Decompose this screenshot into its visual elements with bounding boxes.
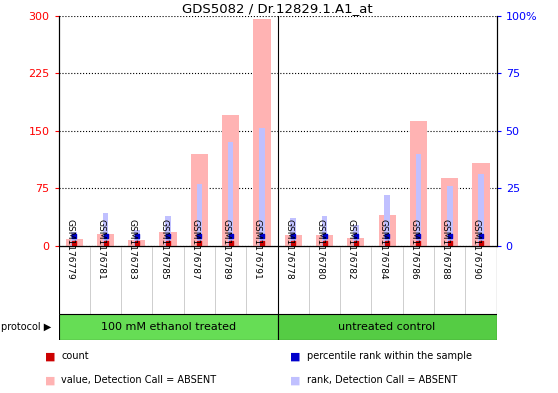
Text: GSM1176786: GSM1176786 [410, 219, 418, 279]
Bar [222, 116, 239, 246]
Point [477, 240, 485, 246]
Bar [259, 129, 265, 246]
Point [477, 233, 485, 240]
Bar [347, 238, 364, 246]
Bar [196, 184, 202, 246]
Point [383, 240, 392, 246]
Text: rank, Detection Call = ABSENT: rank, Detection Call = ABSENT [307, 375, 457, 385]
Point [195, 240, 204, 246]
Text: ■: ■ [290, 375, 301, 385]
Bar [71, 232, 77, 246]
Text: ■: ■ [290, 351, 301, 361]
Point [163, 233, 172, 240]
Text: protocol ▶: protocol ▶ [1, 322, 51, 332]
Bar [410, 121, 427, 246]
Bar [416, 154, 421, 246]
Text: untreated control: untreated control [339, 322, 436, 332]
Bar [160, 232, 177, 246]
Text: GSM1176779: GSM1176779 [65, 219, 74, 279]
Point [320, 240, 329, 246]
Point [132, 233, 141, 240]
Text: value, Detection Call = ABSENT: value, Detection Call = ABSENT [61, 375, 217, 385]
Bar [290, 218, 296, 246]
Point [132, 240, 141, 246]
Bar [322, 216, 328, 246]
Bar [103, 213, 108, 246]
Point [163, 240, 172, 246]
Point [383, 233, 392, 240]
Bar [228, 142, 233, 246]
Title: GDS5082 / Dr.12829.1.A1_at: GDS5082 / Dr.12829.1.A1_at [182, 2, 373, 15]
Text: count: count [61, 351, 89, 361]
Bar [191, 154, 208, 246]
Point [70, 233, 79, 240]
Text: GSM1176778: GSM1176778 [284, 219, 294, 279]
Text: GSM1176787: GSM1176787 [190, 219, 199, 279]
Bar [473, 163, 489, 246]
Point [352, 240, 360, 246]
Bar [378, 215, 396, 246]
Text: GSM1176790: GSM1176790 [472, 219, 481, 279]
Point [289, 233, 298, 240]
Bar [441, 178, 458, 246]
Text: percentile rank within the sample: percentile rank within the sample [307, 351, 472, 361]
Point [257, 233, 266, 240]
Text: ■: ■ [45, 375, 55, 385]
Bar [447, 186, 453, 246]
Point [257, 240, 266, 246]
Point [70, 240, 79, 246]
Point [289, 240, 298, 246]
Bar [285, 235, 302, 246]
Bar [134, 230, 140, 246]
Bar [277, 314, 497, 340]
Point [226, 240, 235, 246]
Text: GSM1176788: GSM1176788 [441, 219, 450, 279]
Text: GSM1176783: GSM1176783 [128, 219, 137, 279]
Bar [165, 216, 171, 246]
Point [414, 233, 423, 240]
Text: GSM1176781: GSM1176781 [97, 219, 105, 279]
Point [414, 240, 423, 246]
Bar [316, 235, 333, 246]
Text: 100 mM ethanol treated: 100 mM ethanol treated [100, 322, 235, 332]
Bar [128, 240, 146, 246]
Bar [66, 239, 83, 246]
Text: GSM1176782: GSM1176782 [347, 219, 356, 279]
Bar [353, 225, 359, 246]
Point [226, 233, 235, 240]
Bar [384, 195, 390, 246]
Bar [478, 174, 484, 246]
Text: GSM1176791: GSM1176791 [253, 219, 262, 279]
Point [445, 233, 454, 240]
Point [445, 240, 454, 246]
Bar [97, 234, 114, 246]
Bar [253, 19, 271, 246]
Text: GSM1176789: GSM1176789 [222, 219, 230, 279]
Text: GSM1176780: GSM1176780 [315, 219, 325, 279]
Point [352, 233, 360, 240]
Point [195, 233, 204, 240]
Text: GSM1176784: GSM1176784 [378, 219, 387, 279]
Text: ■: ■ [45, 351, 55, 361]
Bar [59, 314, 277, 340]
Point [101, 233, 110, 240]
Point [101, 240, 110, 246]
Point [320, 233, 329, 240]
Text: GSM1176785: GSM1176785 [159, 219, 168, 279]
